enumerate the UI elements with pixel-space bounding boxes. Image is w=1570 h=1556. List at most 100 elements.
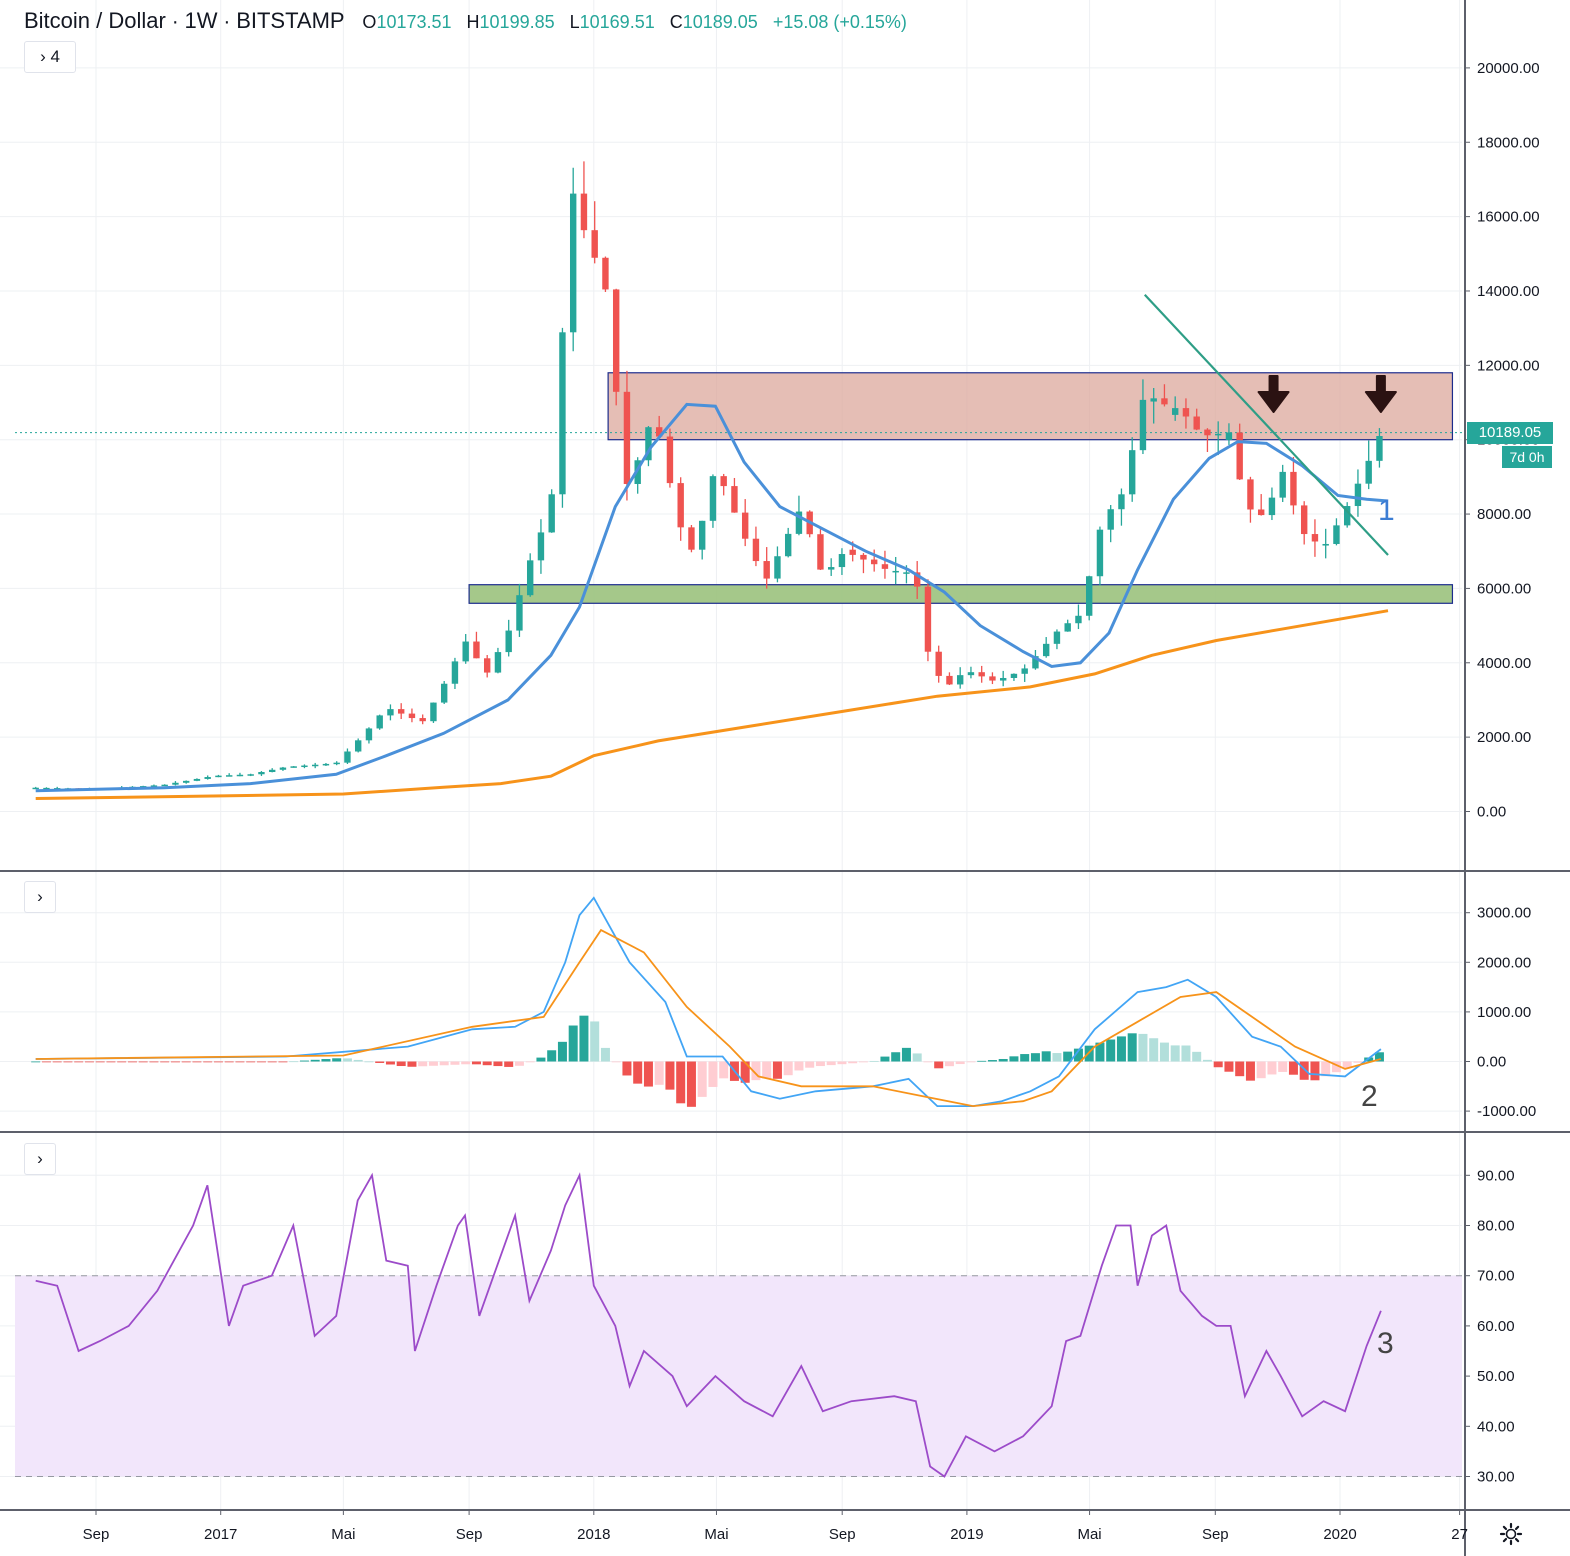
macd-histogram-bar (1299, 1061, 1309, 1080)
candle (860, 553, 867, 574)
candle (1333, 518, 1340, 546)
rsi-toggle-button[interactable]: › (24, 1143, 56, 1175)
macd-histogram-bar (52, 1061, 62, 1063)
candle (892, 556, 899, 585)
candle (1225, 423, 1233, 445)
interval[interactable]: 1W (184, 8, 218, 33)
macd-histogram-bar (1342, 1061, 1352, 1068)
macd-toggle-button[interactable]: › (24, 881, 56, 913)
candle (1161, 384, 1168, 407)
last-price-label: 10189.05 (1467, 421, 1553, 444)
candle (698, 520, 706, 560)
candle (989, 672, 996, 685)
candle (494, 647, 502, 674)
price-pane[interactable]: 1 (15, 161, 1465, 800)
macd-histogram-bar (697, 1061, 707, 1097)
candle (655, 415, 663, 438)
x-tick-label: Mai (331, 1526, 355, 1543)
macd-histogram-bar (912, 1053, 922, 1062)
rsi-pane[interactable]: 3 (15, 1172, 1462, 1478)
macd-histogram-bar (633, 1061, 643, 1084)
candle (978, 665, 985, 683)
y-tick-label: 80.00 (1477, 1218, 1515, 1235)
y-tick-label: 2000.00 (1477, 729, 1531, 746)
candle (913, 561, 921, 599)
time-axis[interactable]: Sep 2017 Mai Sep 2018 Mai Sep 2019 Mai Sep 2020 27 (83, 1510, 1468, 1543)
candle (1365, 440, 1372, 490)
macd-histogram-bar (568, 1025, 578, 1062)
macd-histogram-bar (1041, 1051, 1051, 1062)
macd-histogram-bar (106, 1061, 116, 1063)
candle (1311, 519, 1319, 557)
change-value: +15.08 (+0.15%) (772, 12, 907, 32)
macd-histogram-bar (1052, 1053, 1062, 1062)
macd-histogram-bar (439, 1061, 449, 1066)
candle (559, 327, 566, 508)
candle (1343, 502, 1351, 528)
ma-long-line (35, 609, 1389, 800)
candle (161, 784, 168, 787)
macd-histogram-bar (84, 1061, 94, 1063)
macd-histogram-bar (1278, 1061, 1288, 1072)
macd-pane[interactable]: 2 (31, 896, 1384, 1113)
candle (1236, 423, 1243, 481)
trendline[interactable] (1143, 293, 1389, 556)
candle (999, 670, 1007, 687)
candle (473, 631, 480, 659)
indicators-toggle-button[interactable]: › 4 (24, 41, 76, 73)
candle (225, 773, 233, 777)
candle (365, 727, 373, 744)
candle (1075, 604, 1082, 630)
open-value: 10173.51 (376, 12, 452, 32)
macd-histogram-bar (686, 1061, 696, 1107)
price-axis[interactable]: 0.002000.004000.006000.008000.0010000.00… (1465, 60, 1540, 1486)
rsi-line (35, 1172, 1382, 1478)
candle (946, 672, 953, 686)
resistance-zone[interactable] (607, 372, 1454, 441)
candle (290, 766, 297, 768)
ohlc-values: O10173.51 H10199.85 L10169.51 C10189.05 … (362, 12, 907, 32)
candle (483, 654, 491, 678)
y-tick-label: 0.00 (1477, 804, 1506, 821)
symbol-name[interactable]: Bitcoin / Dollar (24, 8, 166, 33)
candle (279, 766, 287, 771)
candle (612, 288, 620, 406)
macd-histogram-bar (1192, 1051, 1202, 1062)
signal-line (35, 928, 1382, 1108)
macd-histogram-bar (998, 1058, 1008, 1062)
macd-histogram-bar (332, 1058, 342, 1062)
macd-histogram-bar (1213, 1061, 1223, 1068)
macd-histogram-bar (342, 1058, 352, 1062)
candle (1376, 428, 1383, 468)
candle (537, 519, 545, 574)
macd-histogram-bar (654, 1061, 664, 1085)
macd-histogram-bar (719, 1061, 729, 1079)
macd-histogram-bar (837, 1061, 847, 1065)
support-zone[interactable] (468, 584, 1454, 604)
macd-histogram-bar (1020, 1054, 1030, 1062)
candle (1214, 421, 1222, 456)
chart-grid (0, 0, 1462, 1510)
x-tick-label: Mai (704, 1526, 728, 1543)
candle (419, 714, 426, 725)
y-tick-label: 3000.00 (1477, 905, 1531, 922)
macd-histogram-bar (1331, 1061, 1341, 1073)
macd-histogram-bar (869, 1060, 879, 1062)
chart-legend: Bitcoin / Dollar · 1W · BITSTAMP O10173.… (24, 8, 907, 34)
candle (602, 256, 609, 293)
macd-histogram-bar (224, 1061, 234, 1063)
macd-histogram-bar (267, 1061, 277, 1063)
macd-histogram-bar (418, 1061, 428, 1067)
candle (935, 645, 942, 683)
macd-histogram-bar (708, 1061, 718, 1087)
gear-icon[interactable] (1499, 1522, 1523, 1546)
y-tick-label: 0.00 (1477, 1054, 1506, 1071)
y-tick-label: 70.00 (1477, 1268, 1515, 1285)
macd-histogram-bar (461, 1061, 471, 1065)
macd-histogram-bar (891, 1052, 901, 1062)
macd-histogram-bar (364, 1061, 374, 1063)
candle (1085, 575, 1093, 621)
macd-histogram-bar (858, 1061, 868, 1063)
